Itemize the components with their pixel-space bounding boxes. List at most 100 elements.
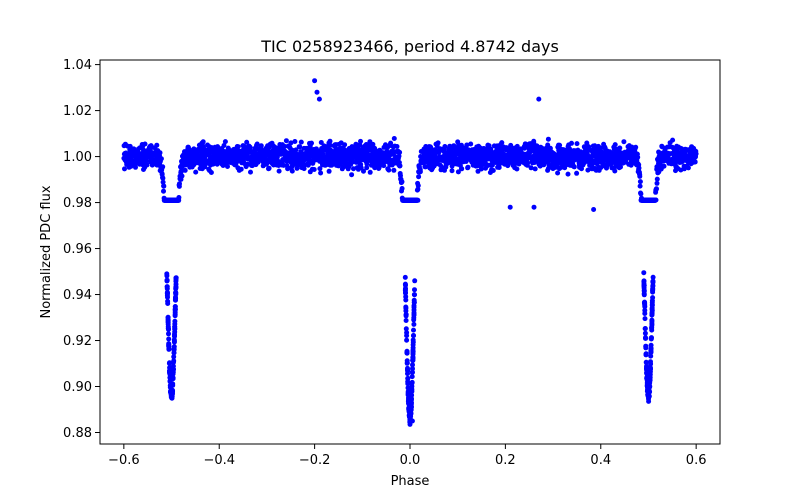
data-point	[173, 291, 179, 297]
data-point	[693, 151, 699, 157]
data-point	[179, 173, 185, 179]
data-point	[288, 140, 294, 146]
data-point	[164, 271, 170, 277]
data-point	[391, 136, 397, 141]
data-point	[528, 165, 534, 171]
data-point	[642, 330, 648, 336]
data-point	[349, 172, 355, 178]
data-point	[316, 96, 322, 102]
data-point	[404, 330, 410, 336]
data-point	[222, 139, 228, 145]
data-point	[165, 298, 171, 304]
data-point	[404, 360, 410, 366]
data-point	[326, 168, 332, 174]
data-point	[415, 183, 421, 189]
data-point	[411, 327, 416, 333]
data-point	[403, 297, 409, 303]
data-point	[403, 326, 409, 332]
data-point	[637, 173, 643, 179]
x-tick-label: −0.4	[203, 453, 235, 468]
data-point	[168, 388, 173, 394]
data-points	[121, 78, 699, 427]
data-point	[525, 160, 531, 166]
data-point	[221, 143, 227, 148]
data-point	[685, 165, 691, 171]
data-point	[165, 314, 171, 320]
data-point	[173, 284, 179, 290]
data-point	[628, 162, 634, 168]
data-point	[490, 168, 496, 173]
data-point	[200, 139, 206, 145]
data-point	[410, 369, 415, 375]
data-point	[173, 278, 179, 284]
data-point	[405, 390, 411, 396]
data-point	[643, 343, 649, 349]
data-point	[311, 167, 317, 172]
data-point	[637, 179, 643, 185]
data-point	[122, 166, 127, 172]
data-point	[396, 153, 402, 159]
data-point	[499, 140, 505, 146]
data-point	[171, 359, 176, 365]
data-point	[301, 166, 307, 172]
data-point	[468, 141, 474, 147]
x-tick-label: 0.0	[400, 453, 421, 468]
data-point	[164, 292, 170, 298]
data-point	[411, 292, 417, 298]
data-point	[292, 139, 298, 144]
y-axis-label: Normalized PDC flux	[39, 185, 54, 318]
data-point	[565, 171, 571, 177]
data-point	[650, 283, 656, 288]
data-point	[643, 335, 649, 341]
data-point	[641, 283, 647, 289]
data-point	[247, 144, 253, 150]
data-point	[643, 359, 649, 365]
data-point	[298, 139, 304, 145]
data-point	[403, 312, 409, 318]
data-point	[403, 290, 408, 296]
data-point	[692, 159, 698, 165]
data-point	[408, 402, 414, 407]
data-point	[165, 321, 171, 327]
data-point	[654, 176, 660, 182]
data-point	[171, 354, 177, 360]
data-point	[364, 161, 370, 167]
data-point	[244, 139, 250, 145]
data-point	[644, 381, 650, 387]
data-point	[173, 275, 179, 281]
data-point	[642, 316, 648, 322]
data-point	[654, 186, 659, 192]
data-point	[406, 396, 411, 402]
data-point	[545, 136, 551, 142]
x-tick-label: −0.2	[299, 453, 331, 468]
data-point	[646, 392, 652, 398]
data-point	[410, 366, 415, 372]
data-point	[367, 169, 373, 175]
data-point	[172, 304, 178, 309]
y-tick-label: 1.00	[63, 150, 92, 165]
data-point	[391, 167, 397, 173]
data-point	[536, 96, 542, 102]
data-point	[405, 385, 411, 391]
data-point	[312, 78, 318, 84]
data-point	[591, 207, 597, 212]
data-point	[399, 179, 405, 185]
data-point	[238, 166, 244, 172]
x-tick-label: 0.2	[495, 453, 516, 468]
y-tick-label: 0.92	[63, 334, 92, 349]
data-point	[297, 144, 303, 150]
data-point	[670, 137, 676, 143]
data-point	[154, 142, 160, 148]
data-point	[183, 162, 189, 168]
data-point	[318, 140, 324, 145]
data-point	[411, 321, 417, 327]
data-point	[654, 180, 660, 186]
data-point	[161, 183, 167, 189]
data-point	[412, 287, 417, 293]
data-point	[409, 374, 415, 380]
x-tick-label: 0.6	[686, 453, 707, 468]
data-point	[571, 164, 577, 170]
data-point	[166, 331, 171, 337]
data-point	[403, 282, 408, 288]
data-point	[410, 342, 416, 348]
